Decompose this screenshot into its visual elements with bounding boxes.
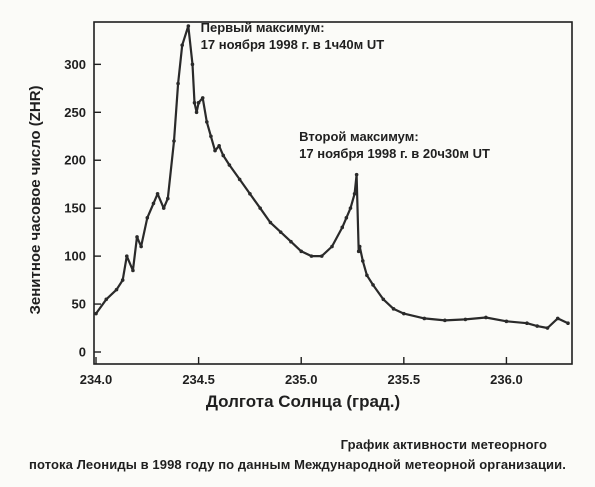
zhr-data-point — [354, 172, 359, 177]
zhr-data-point — [340, 225, 345, 230]
x-axis-label: Долгота Солнца (град.) — [206, 392, 400, 411]
zhr-data-point — [344, 215, 349, 220]
y-tick-label: 0 — [79, 345, 86, 360]
zhr-data-point — [289, 239, 293, 244]
zhr-data-point — [248, 191, 252, 196]
zhr-data-point — [268, 220, 273, 225]
y-tick-label: 300 — [64, 57, 86, 72]
x-tick-label: 235.5 — [388, 372, 421, 387]
annotation-layer: Первый максимум: 17 ноября 1998 г. в 1ч40… — [201, 20, 490, 161]
first-maximum-annotation: Первый максимум: — [201, 20, 325, 35]
zhr-data-point — [176, 81, 180, 86]
y-tick-label: 200 — [64, 153, 86, 168]
chart: 0 50 100 150 200 250 300 234.0 234.5 235.0 235.5 23… — [27, 20, 573, 411]
plot-frame — [93, 21, 573, 365]
zhr-data-point — [155, 191, 160, 196]
zhr-data-point — [402, 311, 406, 316]
zhr-data-point — [124, 254, 129, 258]
zhr-data-point — [484, 315, 488, 320]
zhr-data-point — [227, 163, 232, 167]
zhr-data-point — [371, 283, 375, 287]
x-tick-label: 236.0 — [490, 372, 523, 387]
zhr-data-point — [172, 139, 176, 143]
zhr-series-line — [94, 24, 570, 330]
zhr-data-point — [504, 319, 509, 324]
second-maximum-annotation: Второй максимум: — [299, 129, 419, 144]
zhr-data-point — [139, 244, 143, 249]
zhr-data-point — [145, 215, 150, 220]
zhr-data-point — [352, 191, 357, 196]
zhr-data-point — [192, 100, 197, 105]
zhr-data-point — [381, 297, 386, 302]
caption-line-2: потока Леониды в 1998 году по данным Меж… — [29, 457, 566, 472]
x-tick-label: 234.5 — [182, 372, 215, 387]
y-tick-label: 50 — [72, 297, 86, 312]
zhr-data-point — [545, 326, 550, 330]
zhr-data-point — [194, 110, 199, 115]
zhr-data-point — [330, 244, 334, 249]
zhr-data-point — [114, 287, 119, 292]
zhr-data-point — [278, 230, 283, 234]
zhr-data-point — [555, 316, 560, 321]
zhr-data-point — [357, 244, 362, 249]
zhr-data-point — [131, 268, 135, 273]
zhr-data-point — [94, 311, 98, 316]
zhr-data-point — [166, 196, 170, 201]
zhr-data-point — [422, 316, 427, 321]
zhr-data-point — [205, 120, 209, 124]
zhr-data-point — [443, 318, 447, 323]
zhr-data-point — [196, 100, 201, 105]
zhr-data-point — [309, 254, 314, 258]
zhr-data-point — [209, 134, 213, 139]
zhr-data-point — [348, 206, 353, 210]
zhr-data-point — [161, 206, 166, 210]
y-tick-label: 250 — [64, 105, 86, 120]
zhr-data-point — [463, 317, 468, 322]
zhr-data-point — [356, 249, 361, 254]
caption-line-1: График активности метеорного — [340, 437, 547, 452]
y-tick-label: 100 — [64, 249, 86, 264]
zhr-data-point — [365, 273, 369, 278]
zhr-data-point — [525, 321, 529, 326]
ticks-layer: 0 50 100 150 200 250 300 234.0 234.5 235.0 235.5 23… — [64, 57, 522, 387]
x-tick-label: 234.0 — [80, 372, 113, 387]
zhr-data-point — [151, 201, 156, 206]
zhr-data-point — [237, 177, 242, 182]
zhr-data-point — [213, 148, 217, 153]
zhr-data-point — [319, 254, 324, 258]
zhr-data-point — [186, 24, 191, 28]
zhr-data-point — [135, 235, 139, 239]
zhr-data-point — [391, 307, 396, 311]
zhr-data-point — [190, 62, 195, 67]
zhr-data-point — [217, 144, 221, 148]
zhr-data-point — [360, 259, 365, 263]
zhr-data-point — [221, 153, 226, 158]
series-layer — [94, 24, 570, 330]
first-maximum-annotation: 17 ноября 1998 г. в 1ч40м UT — [201, 37, 385, 52]
zhr-data-point — [566, 321, 570, 326]
zhr-data-point — [535, 324, 540, 328]
second-maximum-annotation: 17 ноября 1998 г. в 20ч30м UT — [299, 146, 490, 161]
y-axis-label: Зенитное часовое число (ZHR) — [27, 85, 44, 314]
y-tick-label: 150 — [64, 201, 86, 216]
zhr-data-point — [180, 43, 184, 47]
zhr-data-point — [200, 96, 205, 100]
zhr-data-point — [258, 206, 262, 210]
x-tick-label: 235.0 — [285, 372, 318, 387]
zhr-data-point — [104, 297, 109, 302]
zhr-data-point — [120, 278, 125, 282]
zhr-data-point — [299, 249, 304, 254]
